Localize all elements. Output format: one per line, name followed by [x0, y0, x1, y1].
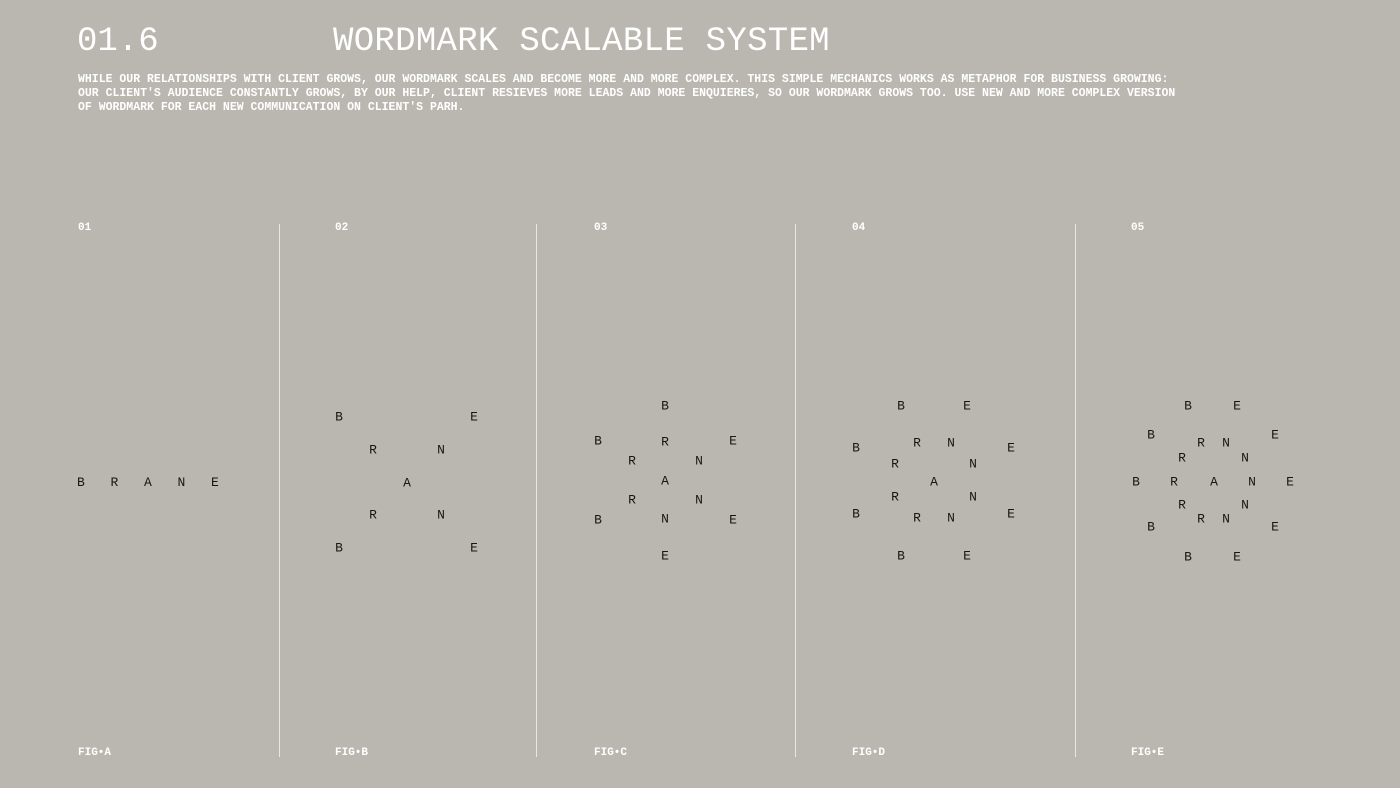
wordmark-letter: N — [1222, 511, 1230, 527]
wordmark-letter: N — [947, 435, 955, 451]
wordmark-letter: N — [695, 492, 703, 508]
wordmark-letter: R — [661, 434, 669, 450]
figure-caption: FIG•C — [594, 747, 628, 759]
wordmark-letter: N — [1222, 435, 1230, 451]
wordmark-letter: A — [661, 473, 669, 489]
wordmark-letter: R — [628, 492, 636, 508]
wordmark-letter: E — [1286, 474, 1294, 490]
wordmark-letter: R — [891, 456, 899, 472]
wordmark-letter: E — [729, 512, 737, 528]
wordmark-letter: B — [852, 440, 860, 456]
figure-number: 03 — [594, 222, 608, 234]
wordmark-letter: E — [470, 540, 478, 556]
wordmark-letter: R — [891, 489, 899, 505]
wordmark-letter: B — [1132, 474, 1140, 490]
wordmark-letter: N — [947, 510, 955, 526]
wordmark-letter: B — [335, 540, 343, 556]
wordmark-letter: B — [594, 512, 602, 528]
wordmark-letter: R — [1178, 497, 1186, 513]
wordmark-letter: N — [1241, 497, 1249, 513]
wordmark-letter: N — [661, 511, 669, 527]
wordmark-letter: R — [1178, 450, 1186, 466]
wordmark-letter: B — [1147, 519, 1155, 535]
figure-caption: FIG•E — [1131, 747, 1165, 759]
figure-number: 05 — [1131, 222, 1145, 234]
wordmark-letter: B — [897, 548, 905, 564]
column-divider — [795, 224, 796, 757]
wordmark-letter: N — [695, 453, 703, 469]
wordmark-fig-a: BRANE — [77, 475, 245, 490]
wordmark-letter: E — [661, 548, 669, 564]
page-title: WORDMARK SCALABLE SYSTEM — [333, 23, 830, 61]
column-divider — [279, 224, 280, 757]
wordmark-letter: A — [1210, 474, 1218, 490]
wordmark-letter: R — [1197, 435, 1205, 451]
figure-caption: FIG•D — [852, 747, 886, 759]
wordmark-letter: E — [963, 398, 971, 414]
wordmark-letter: N — [437, 507, 445, 523]
wordmark-letter: N — [437, 442, 445, 458]
column-divider — [536, 224, 537, 757]
figure-number: 01 — [78, 222, 92, 234]
wordmark-letter: R — [369, 442, 377, 458]
wordmark-letter: A — [403, 475, 411, 491]
wordmark-letter: B — [335, 409, 343, 425]
wordmark-letter: N — [1241, 450, 1249, 466]
wordmark-letter: N — [969, 489, 977, 505]
description: WHILE OUR RELATIONSHIPS WITH CLIENT GROW… — [78, 73, 1176, 114]
wordmark-letter: N — [1248, 474, 1256, 490]
figure-caption: FIG•A — [78, 747, 112, 759]
figure-number: 04 — [852, 222, 866, 234]
wordmark-letter: E — [1271, 427, 1279, 443]
wordmark-letter: B — [594, 433, 602, 449]
figure-number: 02 — [335, 222, 349, 234]
wordmark-letter: E — [1007, 440, 1015, 456]
wordmark-letter: R — [628, 453, 636, 469]
wordmark-letter: E — [470, 409, 478, 425]
wordmark-letter: B — [897, 398, 905, 414]
figure-caption: FIG•B — [335, 747, 369, 759]
wordmark-letter: E — [1007, 506, 1015, 522]
wordmark-letter: R — [913, 435, 921, 451]
wordmark-letter: B — [661, 398, 669, 414]
wordmark-letter: R — [1197, 511, 1205, 527]
section-number: 01.6 — [77, 23, 159, 61]
wordmark-letter: R — [369, 507, 377, 523]
wordmark-letter: E — [1233, 398, 1241, 414]
wordmark-letter: E — [729, 433, 737, 449]
wordmark-letter: A — [930, 474, 938, 490]
wordmark-letter: B — [1184, 549, 1192, 565]
wordmark-letter: B — [1147, 427, 1155, 443]
wordmark-letter: E — [963, 548, 971, 564]
wordmark-letter: R — [913, 510, 921, 526]
wordmark-letter: B — [1184, 398, 1192, 414]
wordmark-letter: E — [1233, 549, 1241, 565]
wordmark-letter: E — [1271, 519, 1279, 535]
wordmark-letter: R — [1170, 474, 1178, 490]
wordmark-letter: N — [969, 456, 977, 472]
column-divider — [1075, 224, 1076, 757]
wordmark-letter: B — [852, 506, 860, 522]
